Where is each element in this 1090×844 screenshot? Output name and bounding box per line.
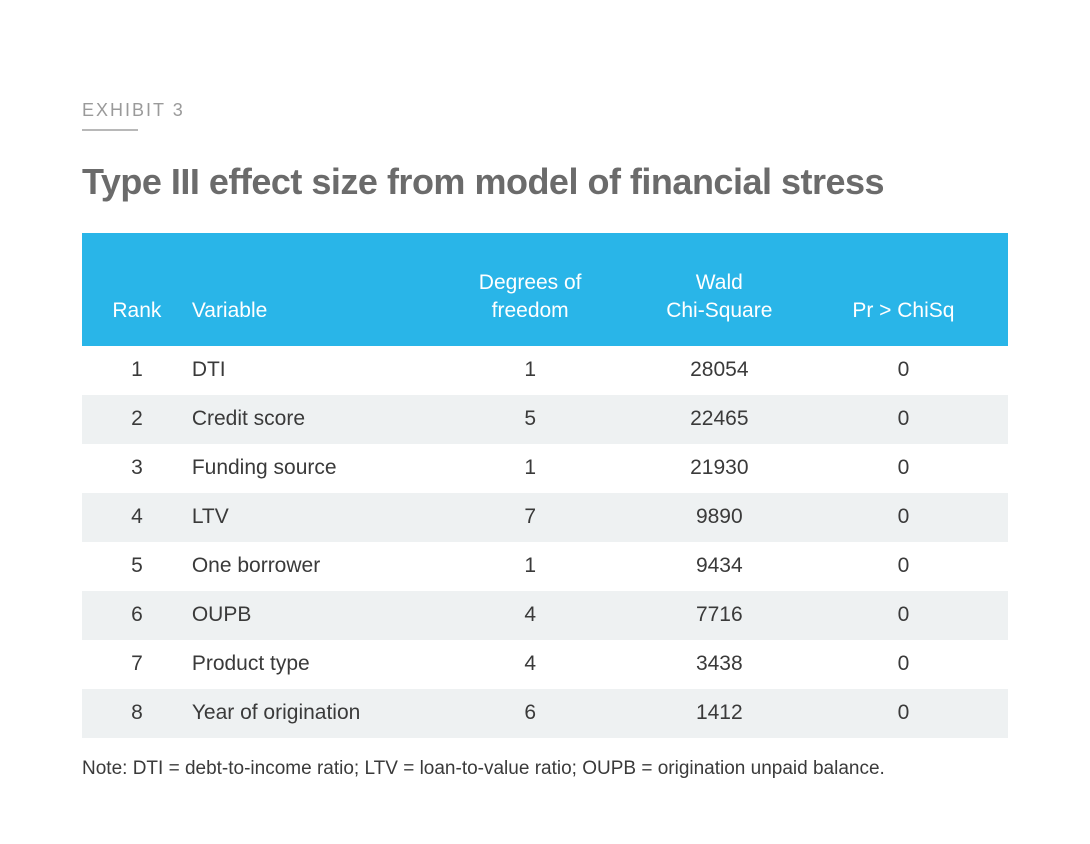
table-row: 7Product type434380 xyxy=(82,640,1008,689)
cell-rank: 1 xyxy=(82,346,182,395)
cell-dof: 4 xyxy=(441,640,620,689)
cell-dof: 1 xyxy=(441,346,620,395)
cell-rank: 3 xyxy=(82,444,182,493)
exhibit-title: Type III effect size from model of finan… xyxy=(82,161,1008,203)
cell-variable: OUPB xyxy=(182,591,441,640)
col-header-pr: Pr > ChiSq xyxy=(819,233,1008,346)
table-row: 4LTV798900 xyxy=(82,493,1008,542)
cell-wald: 28054 xyxy=(620,346,819,395)
table-footnote: Note: DTI = debt-to-income ratio; LTV = … xyxy=(82,758,1008,780)
cell-rank: 2 xyxy=(82,395,182,444)
table-row: 1DTI1280540 xyxy=(82,346,1008,395)
cell-wald: 9890 xyxy=(620,493,819,542)
cell-pr: 0 xyxy=(819,444,1008,493)
exhibit-label: EXHIBIT 3 xyxy=(82,100,1008,121)
cell-wald: 3438 xyxy=(620,640,819,689)
cell-wald: 1412 xyxy=(620,689,819,738)
cell-variable: Product type xyxy=(182,640,441,689)
cell-rank: 7 xyxy=(82,640,182,689)
cell-dof: 1 xyxy=(441,542,620,591)
table-row: 5One borrower194340 xyxy=(82,542,1008,591)
table-row: 2Credit score5224650 xyxy=(82,395,1008,444)
cell-rank: 4 xyxy=(82,493,182,542)
exhibit-container: EXHIBIT 3 Type III effect size from mode… xyxy=(0,0,1090,780)
cell-rank: 8 xyxy=(82,689,182,738)
cell-dof: 5 xyxy=(441,395,620,444)
cell-pr: 0 xyxy=(819,395,1008,444)
col-header-dof: Degrees offreedom xyxy=(441,233,620,346)
cell-variable: Year of origination xyxy=(182,689,441,738)
col-header-wald: WaldChi-Square xyxy=(620,233,819,346)
cell-pr: 0 xyxy=(819,689,1008,738)
effect-size-table: Rank Variable Degrees offreedom WaldChi-… xyxy=(82,233,1008,738)
cell-pr: 0 xyxy=(819,640,1008,689)
table-row: 8Year of origination614120 xyxy=(82,689,1008,738)
table-body: 1DTI12805402Credit score52246503Funding … xyxy=(82,346,1008,738)
cell-rank: 5 xyxy=(82,542,182,591)
table-row: 3Funding source1219300 xyxy=(82,444,1008,493)
cell-variable: One borrower xyxy=(182,542,441,591)
cell-variable: Funding source xyxy=(182,444,441,493)
cell-variable: DTI xyxy=(182,346,441,395)
cell-wald: 9434 xyxy=(620,542,819,591)
cell-dof: 1 xyxy=(441,444,620,493)
cell-dof: 7 xyxy=(441,493,620,542)
col-header-rank: Rank xyxy=(82,233,182,346)
cell-wald: 22465 xyxy=(620,395,819,444)
cell-rank: 6 xyxy=(82,591,182,640)
col-header-variable: Variable xyxy=(182,233,441,346)
cell-pr: 0 xyxy=(819,346,1008,395)
exhibit-underline xyxy=(82,129,138,131)
cell-pr: 0 xyxy=(819,493,1008,542)
cell-wald: 21930 xyxy=(620,444,819,493)
cell-wald: 7716 xyxy=(620,591,819,640)
table-row: 6OUPB477160 xyxy=(82,591,1008,640)
cell-dof: 4 xyxy=(441,591,620,640)
cell-pr: 0 xyxy=(819,542,1008,591)
cell-dof: 6 xyxy=(441,689,620,738)
cell-variable: Credit score xyxy=(182,395,441,444)
cell-variable: LTV xyxy=(182,493,441,542)
cell-pr: 0 xyxy=(819,591,1008,640)
table-header: Rank Variable Degrees offreedom WaldChi-… xyxy=(82,233,1008,346)
